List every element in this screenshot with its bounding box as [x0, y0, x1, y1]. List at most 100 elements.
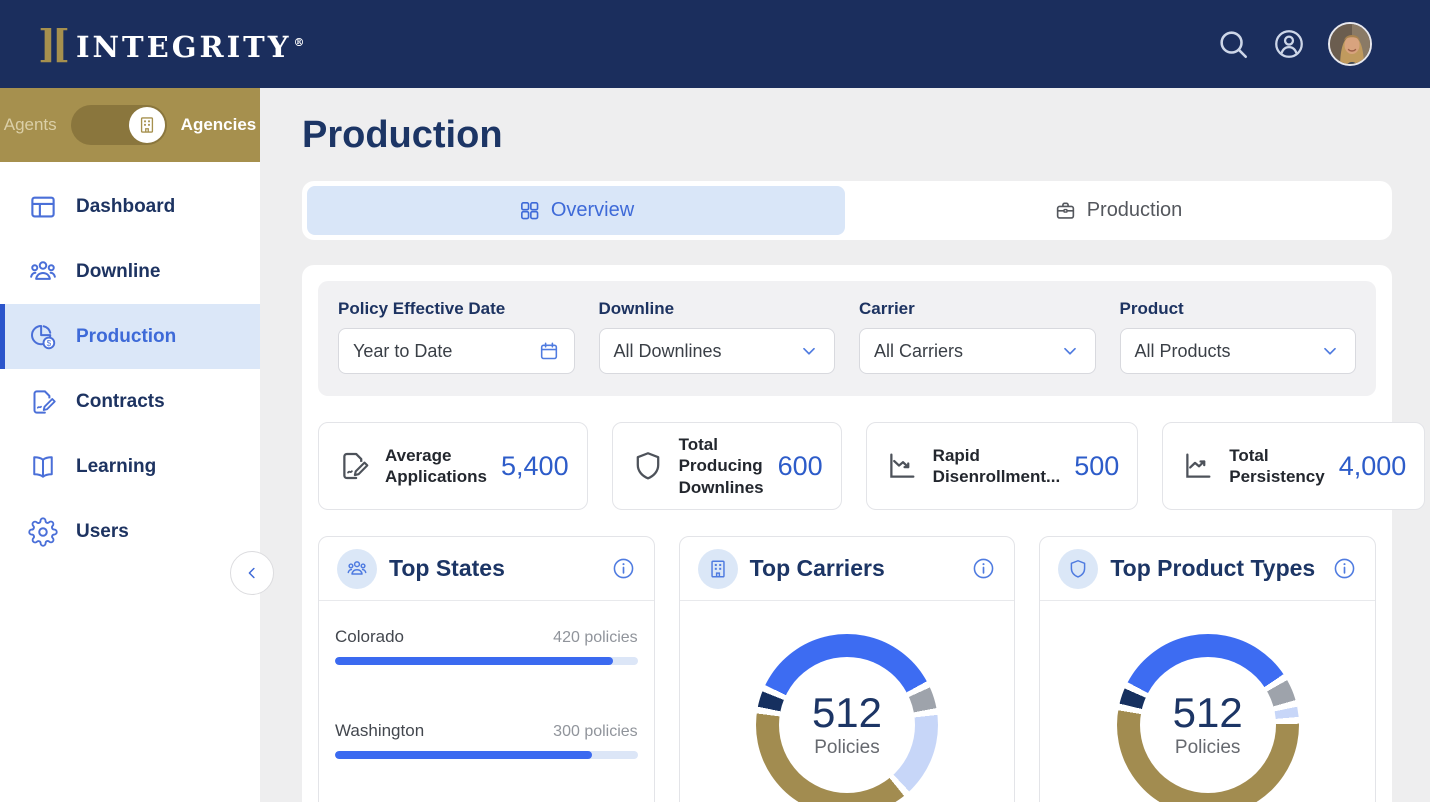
filter-panel: Policy Effective Date Year to Date Downl… — [318, 281, 1376, 396]
tab-overview[interactable]: Overview — [307, 186, 845, 235]
search-icon[interactable] — [1216, 27, 1250, 61]
state-bar-track — [335, 751, 638, 759]
panel-icon-circle — [337, 549, 377, 589]
panel-title: Top States — [389, 555, 599, 582]
downline-select[interactable]: All Downlines — [599, 328, 836, 374]
toggle-label-agencies[interactable]: Agencies — [181, 115, 257, 135]
stats-row: AverageApplications 5,400 Total Producin… — [318, 422, 1376, 510]
app-body: Agents Agencies Dashboard Downline — [0, 88, 1430, 802]
panels-row: Top States Colorado 420 policies — [318, 536, 1376, 802]
sidebar-item-downline[interactable]: Downline — [0, 239, 260, 304]
sidebar-item-label: Dashboard — [76, 196, 175, 218]
filter-label: Policy Effective Date — [338, 299, 575, 319]
filter-downline: Downline All Downlines — [599, 299, 836, 374]
stat-label: TotalPersistency — [1229, 445, 1324, 488]
people-icon — [346, 558, 368, 580]
dashboard-icon — [28, 192, 58, 222]
chevron-down-icon — [1059, 340, 1081, 362]
donut-label: Policies — [1175, 737, 1240, 759]
stat-card-total-persistency: TotalPersistency 4,000 — [1162, 422, 1425, 510]
filter-value: All Carriers — [874, 341, 963, 362]
filter-policy-effective-date: Policy Effective Date Year to Date — [338, 299, 575, 374]
sidebar-item-users[interactable]: Users — [0, 499, 260, 564]
shield-icon — [631, 449, 665, 483]
shield-icon — [1067, 558, 1089, 580]
stat-value: 600 — [778, 451, 823, 482]
top-product-types-panel: Top Product Types 512 Policies — [1039, 536, 1376, 802]
sidebar-collapse-button[interactable] — [230, 551, 274, 595]
gear-icon — [28, 517, 58, 547]
chart-down-icon — [885, 449, 919, 483]
document-edit-icon — [337, 449, 371, 483]
account-icon[interactable] — [1272, 27, 1306, 61]
info-icon[interactable] — [1332, 556, 1357, 581]
info-icon[interactable] — [611, 556, 636, 581]
state-policy-count: 420 policies — [553, 629, 638, 647]
stat-label: AverageApplications — [385, 445, 487, 488]
app-window: ][ INTEGRITY® Agents — [0, 0, 1430, 802]
building-icon — [137, 115, 157, 135]
top-carriers-panel: Top Carriers 512 Policies — [679, 536, 1016, 802]
stat-card-total-producing-downlines: Total ProducingDownlines 600 — [612, 422, 842, 510]
product-select[interactable]: All Products — [1120, 328, 1357, 374]
sidebar-item-label: Production — [76, 326, 176, 348]
filter-value: All Downlines — [614, 341, 722, 362]
sidebar-item-production[interactable]: Production — [0, 304, 260, 369]
product-types-donut-chart: 512 Policies — [1117, 634, 1299, 802]
top-header: ][ INTEGRITY® — [0, 0, 1430, 88]
filter-label: Carrier — [859, 299, 1096, 319]
grid-icon — [518, 199, 541, 222]
stat-card-rapid-disenrollment: RapidDisenrollment... 500 — [866, 422, 1139, 510]
state-bar-fill — [335, 751, 592, 759]
panel-icon-circle — [1058, 549, 1098, 589]
donut-value: 512 — [812, 691, 882, 735]
sidebar-item-contracts[interactable]: Contracts — [0, 369, 260, 434]
brand-name: INTEGRITY® — [76, 30, 307, 64]
filter-product: Product All Products — [1120, 299, 1357, 374]
toggle-knob — [129, 107, 165, 143]
chart-up-icon — [1181, 449, 1215, 483]
chevron-left-icon — [243, 564, 261, 582]
state-name: Washington — [335, 721, 424, 741]
policy-effective-date-input[interactable]: Year to Date — [338, 328, 575, 374]
panel-title: Top Carriers — [750, 555, 960, 582]
user-avatar[interactable] — [1328, 22, 1372, 66]
filter-carrier: Carrier All Carriers — [859, 299, 1096, 374]
integrity-logo: ][ INTEGRITY® — [38, 25, 307, 64]
sidebar-item-learning[interactable]: Learning — [0, 434, 260, 499]
sidebar-item-dashboard[interactable]: Dashboard — [0, 174, 260, 239]
info-icon[interactable] — [971, 556, 996, 581]
panel-header: Top States — [319, 537, 654, 601]
agents-agencies-toggle[interactable] — [71, 105, 167, 145]
panel-header: Top Product Types — [1040, 537, 1375, 601]
pie-dollar-icon — [28, 322, 58, 352]
sidebar-item-label: Users — [76, 521, 129, 543]
panel-title: Top Product Types — [1110, 555, 1320, 582]
page-title: Production — [302, 114, 1392, 157]
stat-value: 4,000 — [1339, 451, 1407, 482]
sidebar-item-label: Contracts — [76, 391, 165, 413]
header-actions — [1216, 22, 1372, 66]
sidebar-nav: Dashboard Downline Production Contracts … — [0, 162, 260, 564]
chevron-down-icon — [798, 340, 820, 362]
tab-production[interactable]: Production — [849, 186, 1387, 235]
state-row-colorado: Colorado 420 policies — [335, 627, 638, 665]
chevron-down-icon — [1319, 340, 1341, 362]
stat-card-average-applications: AverageApplications 5,400 — [318, 422, 588, 510]
stat-label: Total ProducingDownlines — [679, 434, 764, 498]
donut-label: Policies — [814, 737, 879, 759]
toggle-label-agents[interactable]: Agents — [4, 115, 57, 135]
state-name: Colorado — [335, 627, 404, 647]
donut-center: 512 Policies — [779, 657, 915, 793]
state-row-washington: Washington 300 policies — [335, 721, 638, 759]
state-bar-track — [335, 657, 638, 665]
book-icon — [28, 452, 58, 482]
panel-icon-circle — [698, 549, 738, 589]
sidebar-item-label: Downline — [76, 261, 160, 283]
building-icon — [707, 558, 729, 580]
stat-label: RapidDisenrollment... — [933, 445, 1061, 488]
stat-value: 5,400 — [501, 451, 569, 482]
top-states-list: Colorado 420 policies Washington 300 pol… — [319, 601, 654, 802]
sidebar: Agents Agencies Dashboard Downline — [0, 88, 260, 802]
carrier-select[interactable]: All Carriers — [859, 328, 1096, 374]
